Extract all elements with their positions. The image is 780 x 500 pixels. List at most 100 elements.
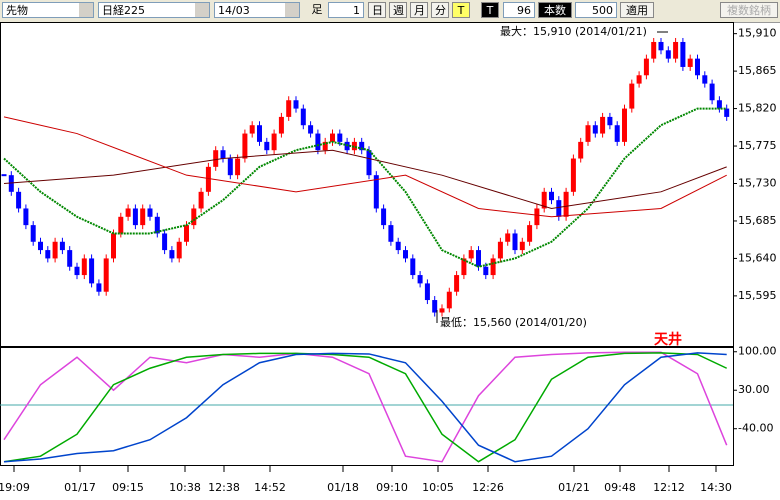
candle <box>512 233 518 251</box>
candle <box>169 250 175 259</box>
button[interactable]: 本数 <box>538 2 572 18</box>
candle <box>59 241 65 251</box>
x-tick-label: 19:09 <box>0 481 30 494</box>
candle <box>658 41 664 51</box>
candle <box>52 241 58 259</box>
toolbar: 先物 日経225 14/03 足 1 日 週 月 分 T T 96 本数 500… <box>0 0 780 23</box>
candle <box>286 100 292 117</box>
x-tick-label: 12:38 <box>208 481 240 494</box>
candle <box>38 241 43 251</box>
x-tick-label: 01/17 <box>64 481 96 494</box>
candle <box>300 108 306 126</box>
candle <box>322 141 328 151</box>
candle <box>643 58 649 76</box>
candle <box>541 191 547 209</box>
dropdown[interactable]: 日経225 <box>98 2 210 18</box>
candle <box>454 275 460 292</box>
candle <box>8 175 14 192</box>
x-tick-label: 14:52 <box>254 481 286 494</box>
y-tick-label: 15,820 <box>738 102 777 115</box>
candle <box>337 133 343 142</box>
candle <box>67 250 73 267</box>
spin-box[interactable]: 96 <box>503 2 535 18</box>
candle <box>424 283 430 301</box>
candle <box>446 291 452 309</box>
plot-frame <box>0 347 734 466</box>
candle <box>176 241 182 259</box>
button[interactable]: 月 <box>410 2 428 18</box>
candle <box>271 133 277 151</box>
y-tick-label: 30.00 <box>738 383 770 396</box>
candle <box>140 208 146 226</box>
candle <box>213 150 219 167</box>
candle <box>600 116 606 134</box>
candle <box>315 133 321 151</box>
candle <box>330 133 335 142</box>
button[interactable]: 適用 <box>620 2 654 18</box>
candle <box>118 216 124 234</box>
label: 足 <box>311 3 323 16</box>
candle <box>556 200 562 217</box>
button[interactable]: 分 <box>431 2 449 18</box>
candle <box>702 75 708 84</box>
candle <box>505 233 511 242</box>
candle <box>716 100 722 109</box>
chart: 15,910 15,865 15,820 15,775 15,730 15,685 15,6… <box>0 22 777 494</box>
button[interactable]: T <box>481 2 499 18</box>
y-tick-label: 15,685 <box>738 214 777 227</box>
y-tick-label: 15,775 <box>738 139 777 152</box>
candle <box>439 308 445 313</box>
candle <box>468 250 474 259</box>
candle <box>578 141 584 159</box>
candle <box>549 191 554 201</box>
candle <box>381 208 387 226</box>
y-tick-label: 100.00 <box>738 345 777 358</box>
oscillator-line <box>3 352 727 463</box>
y-tick-label: 15,865 <box>738 64 777 77</box>
spin-box[interactable]: 500 <box>575 2 617 18</box>
candle <box>235 158 241 176</box>
x-tick-label: 12:26 <box>472 481 504 494</box>
button[interactable]: T <box>452 2 470 18</box>
candle <box>417 275 423 284</box>
candle <box>191 208 197 226</box>
candle <box>257 125 262 142</box>
candle <box>622 108 627 142</box>
x-tick-label: 01/18 <box>327 481 359 494</box>
button[interactable]: 日 <box>368 2 386 18</box>
candle <box>519 241 525 251</box>
candle <box>483 266 489 276</box>
moving-average <box>3 107 727 268</box>
x-tick-label: 12:12 <box>653 481 685 494</box>
y-tick-label: -40.00 <box>738 422 773 435</box>
candle <box>665 50 671 59</box>
y-tick-label: 15,910 <box>738 27 777 40</box>
annotation: 最低：15,560 (2014/01/20) <box>440 316 587 329</box>
candle <box>680 41 686 67</box>
candle <box>403 250 408 259</box>
candle <box>724 108 730 117</box>
candle <box>351 141 357 151</box>
candle <box>432 300 438 313</box>
candle <box>563 191 569 217</box>
button[interactable]: 週 <box>389 2 407 18</box>
candle <box>497 241 503 259</box>
candle <box>45 250 51 259</box>
x-tick-label: 01/21 <box>558 481 590 494</box>
button[interactable]: 複数銘柄 <box>720 2 778 18</box>
candle <box>373 175 379 209</box>
annotation: 最大：15,910 (2014/01/21) <box>500 24 647 38</box>
candle <box>527 225 533 242</box>
candle <box>366 150 372 176</box>
dropdown[interactable]: 先物 <box>2 2 94 18</box>
dropdown[interactable]: 14/03 <box>214 2 300 18</box>
candle <box>476 250 481 267</box>
x-tick-label: 10:05 <box>422 481 454 494</box>
candle <box>125 208 131 217</box>
candle <box>227 158 233 176</box>
candle <box>198 191 204 209</box>
moving-average <box>3 116 727 218</box>
candle <box>709 83 715 101</box>
spin-box[interactable]: 1 <box>328 2 364 18</box>
candle <box>607 116 613 126</box>
